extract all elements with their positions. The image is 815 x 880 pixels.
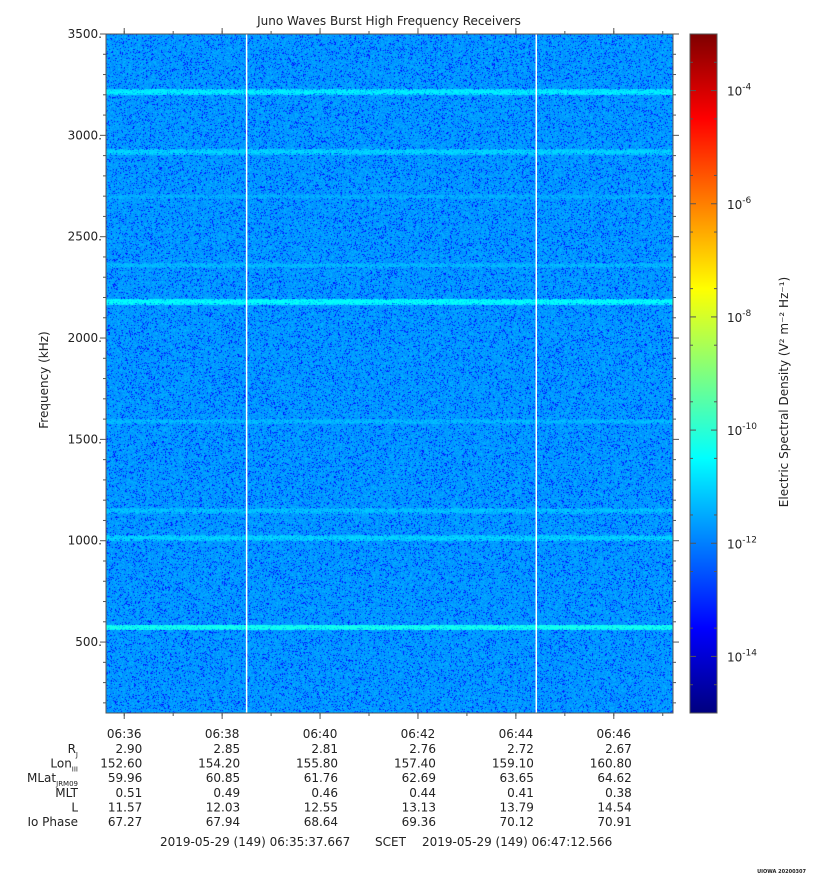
y-tick-label: 3000. [68,128,102,142]
ephemeris-value: 160.80 [590,757,632,771]
footer-start-time: 2019-05-29 (149) 06:35:37.667 [160,835,350,849]
ephemeris-value: 2.67 [605,742,632,756]
ephemeris-value: 13.79 [500,800,534,814]
ephemeris-value: 152.60 [100,757,142,771]
ephemeris-value: 67.27 [108,815,142,829]
footer-scet-label: SCET [375,835,407,849]
emission-bands [106,90,673,629]
spectrogram-image [106,34,673,713]
y-tick-label: 500. [75,635,102,649]
y-tick-label: 3500. [68,27,102,41]
ephemeris-value: 0.46 [311,786,338,800]
ephemeris-value: 61.76 [304,771,338,785]
ephemeris-value: 11.57 [108,800,142,814]
y-tick-label: 1500. [68,432,102,446]
ephemeris-value: 2.76 [409,742,436,756]
y-axis: 500. 1000. 1500. 2000. 2500. 3000. 3500. [68,27,679,704]
footer-end-time: 2019-05-29 (149) 06:47:12.566 [422,835,612,849]
ephemeris-value: 67.94 [206,815,240,829]
y-tick-label: 1000. [68,534,102,548]
ephemeris-value: 12.55 [304,800,338,814]
ephemeris-value: 59.96 [108,771,142,785]
ephemeris-row-label: RJ [68,742,78,759]
colorbar-tick-label: 10-14 [727,648,757,664]
colorbar-tick-label: 10-8 [727,309,752,325]
ephemeris-value: 0.51 [116,786,143,800]
colorbar-tick-label: 10-12 [727,535,757,551]
ephemeris-value: 14.54 [597,800,631,814]
colorbar-tick-label: 10-4 [727,83,752,99]
x-tick-label: 06:42 [401,727,436,741]
ephemeris-value: 157.40 [394,757,436,771]
ephemeris-table: RJ 2.90 2.85 2.81 2.76 2.72 2.67 LonIII 152.60 15… [27,742,632,829]
ephemeris-value: 0.49 [213,786,240,800]
ephemeris-value: 2.81 [311,742,338,756]
colorbar-tick-label: 10-10 [727,422,757,438]
x-tick-label: 06:46 [596,727,631,741]
ephemeris-value: 63.65 [500,771,534,785]
ephemeris-value: 13.13 [402,800,436,814]
ephemeris-value: 12.03 [206,800,240,814]
x-tick-label: 06:44 [499,727,534,741]
y-tick-label: 2000. [68,331,102,345]
ephemeris-value: 0.44 [409,786,436,800]
colorbar-label: Electric Spectral Density (V² m⁻² Hz⁻¹) [777,277,791,507]
x-tick-label: 06:38 [205,727,240,741]
ephemeris-value: 2.85 [213,742,240,756]
ephemeris-value: 62.69 [402,771,436,785]
ephemeris-value: 0.38 [605,786,632,800]
ephemeris-value: 69.36 [402,815,436,829]
ephemeris-value: 68.64 [304,815,338,829]
ephemeris-value: 154.20 [198,757,240,771]
y-axis-label: Frequency (kHz) [37,331,51,428]
x-tick-label: 06:40 [303,727,338,741]
ephemeris-value: 64.62 [597,771,631,785]
ephemeris-value: 2.72 [507,742,534,756]
ephemeris-value: 159.10 [492,757,534,771]
ephemeris-row-label: LonIII [50,757,78,774]
x-axis: 06:36 06:38 06:40 06:42 06:44 06:46 [107,28,664,741]
colorbar-gradient [689,33,718,714]
ephemeris-row-label: MLT [55,786,78,800]
x-tick-label: 06:36 [107,727,142,741]
ephemeris-value: 70.12 [500,815,534,829]
ephemeris-row-label: L [71,800,78,814]
y-tick-label: 2500. [68,230,102,244]
ephemeris-value: 60.85 [206,771,240,785]
ephemeris-value: 0.41 [507,786,534,800]
footer-stamp: UIOWA 20200307 [757,869,806,875]
data-gaps [245,34,538,713]
colorbar: 10-4 10-6 10-8 10-10 10-12 10-14 [689,33,757,714]
ephemeris-value: 155.80 [296,757,338,771]
chart-title: Juno Waves Burst High Frequency Receiver… [256,14,521,28]
colorbar-tick-label: 10-6 [727,196,752,212]
ephemeris-value: 2.90 [116,742,143,756]
plot-frame [105,33,674,714]
ephemeris-value: 70.91 [597,815,631,829]
ephemeris-row-label: Io Phase [27,815,78,829]
